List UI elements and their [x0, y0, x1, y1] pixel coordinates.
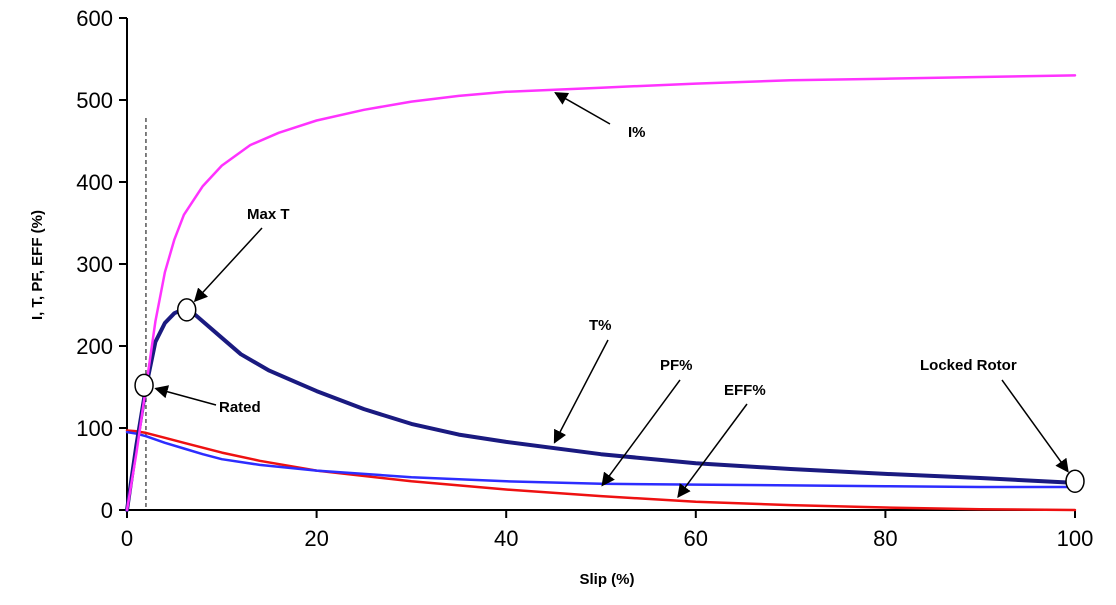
annotation-label-locked-rotor: Locked Rotor: [920, 357, 1017, 374]
series-line-i: [125, 74, 1077, 512]
y-tick-label: 600: [76, 6, 113, 31]
x-tick-label: 40: [494, 526, 518, 551]
x-tick-label: 80: [873, 526, 897, 551]
y-tick-label: 200: [76, 334, 113, 359]
annotation-label-t: T%: [589, 317, 612, 334]
series-lines: [125, 74, 1077, 512]
annotation-label-rated: Rated: [219, 399, 261, 416]
marker-locked-rotor: [1065, 469, 1085, 494]
x-tick-label: 20: [304, 526, 328, 551]
marker-max-t: [176, 298, 197, 322]
y-tick-label: 0: [101, 498, 113, 523]
series-line-eff: [125, 429, 1077, 512]
annotation-label-pf: PF%: [660, 357, 693, 374]
annotation-label-max-t: Max T: [247, 206, 290, 223]
annotation-arrow: [1001, 379, 1069, 473]
axes: [119, 17, 1076, 518]
x-tick-label: 100: [1057, 526, 1094, 551]
marker-circles: [134, 298, 1085, 494]
annotation-label-i: I%: [628, 124, 646, 141]
x-tick-label: 0: [121, 526, 133, 551]
y-tick-label: 300: [76, 252, 113, 277]
y-tick-label: 500: [76, 88, 113, 113]
annotation-arrow: [554, 92, 611, 125]
annotation-label-eff: EFF%: [724, 382, 766, 399]
series-line-t: [125, 307, 1077, 512]
annotations: I% Max T T% PF% EFF% Rated Locked Rotor: [154, 92, 1069, 498]
x-axis-label: Slip (%): [580, 571, 635, 588]
annotation-arrow: [193, 227, 263, 303]
annotation-arrow: [553, 339, 609, 444]
annotation-arrow: [601, 379, 681, 487]
y-tick-label: 100: [76, 416, 113, 441]
x-tick-label: 60: [684, 526, 708, 551]
y-axis-label: I, T, PF, EFF (%): [29, 210, 46, 320]
marker-rated: [134, 373, 154, 398]
series-line-pf: [125, 430, 1077, 489]
annotation-arrow: [677, 403, 748, 498]
tick-labels: 0 100 200 300 400 500 600 0 20 40 60 80 100: [76, 6, 1093, 551]
y-tick-label: 400: [76, 170, 113, 195]
annotation-arrow: [154, 385, 217, 406]
